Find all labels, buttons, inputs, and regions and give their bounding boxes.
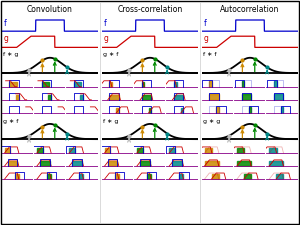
Text: Autocorrelation: Autocorrelation xyxy=(220,5,280,14)
Text: f ∗ g: f ∗ g xyxy=(3,52,19,57)
Polygon shape xyxy=(42,82,49,87)
Polygon shape xyxy=(174,82,176,87)
Polygon shape xyxy=(69,148,75,153)
Text: g ∗ f: g ∗ f xyxy=(103,52,119,57)
Text: f ∗ f: f ∗ f xyxy=(203,52,217,57)
Polygon shape xyxy=(274,94,284,100)
Polygon shape xyxy=(205,148,212,153)
Polygon shape xyxy=(237,161,251,166)
Polygon shape xyxy=(274,81,277,87)
Polygon shape xyxy=(209,94,219,100)
Polygon shape xyxy=(110,95,119,100)
Polygon shape xyxy=(140,161,149,166)
Polygon shape xyxy=(137,148,142,153)
Polygon shape xyxy=(8,161,17,166)
Polygon shape xyxy=(148,108,151,113)
Polygon shape xyxy=(174,95,184,100)
Polygon shape xyxy=(80,174,83,179)
Text: Convolution: Convolution xyxy=(27,5,73,14)
Polygon shape xyxy=(80,95,83,100)
Text: g: g xyxy=(3,34,8,43)
Text: f: f xyxy=(203,19,206,28)
Polygon shape xyxy=(216,107,219,113)
Polygon shape xyxy=(169,148,175,153)
Text: Cross-correlation: Cross-correlation xyxy=(117,5,183,14)
Polygon shape xyxy=(16,95,19,100)
Text: g: g xyxy=(203,34,208,43)
Text: g ∗ f: g ∗ f xyxy=(3,119,19,124)
Polygon shape xyxy=(108,161,117,166)
Polygon shape xyxy=(9,82,16,87)
Polygon shape xyxy=(15,174,19,179)
Text: f: f xyxy=(103,19,106,28)
Polygon shape xyxy=(74,82,81,87)
Polygon shape xyxy=(142,95,151,100)
Polygon shape xyxy=(242,94,251,100)
Text: f: f xyxy=(3,19,6,28)
Polygon shape xyxy=(105,148,110,153)
Polygon shape xyxy=(212,174,219,179)
Polygon shape xyxy=(142,82,144,87)
Polygon shape xyxy=(209,81,212,87)
Polygon shape xyxy=(40,161,50,166)
Polygon shape xyxy=(181,108,184,113)
Polygon shape xyxy=(37,148,43,153)
Polygon shape xyxy=(110,82,112,87)
Polygon shape xyxy=(115,174,119,179)
Polygon shape xyxy=(116,108,119,113)
Text: g: g xyxy=(103,34,108,43)
Polygon shape xyxy=(147,174,151,179)
Polygon shape xyxy=(237,148,244,153)
Text: g ∗ g: g ∗ g xyxy=(203,119,220,124)
Text: f ∗ g: f ∗ g xyxy=(103,119,119,124)
Polygon shape xyxy=(242,81,244,87)
Polygon shape xyxy=(47,174,51,179)
Polygon shape xyxy=(276,174,284,179)
Polygon shape xyxy=(172,161,182,166)
Polygon shape xyxy=(281,107,284,113)
Polygon shape xyxy=(244,174,251,179)
Polygon shape xyxy=(4,148,10,153)
Polygon shape xyxy=(73,161,82,166)
Polygon shape xyxy=(179,174,184,179)
Polygon shape xyxy=(269,148,277,153)
Polygon shape xyxy=(205,161,219,166)
Polygon shape xyxy=(48,95,51,100)
Polygon shape xyxy=(249,107,251,113)
Polygon shape xyxy=(269,161,284,166)
